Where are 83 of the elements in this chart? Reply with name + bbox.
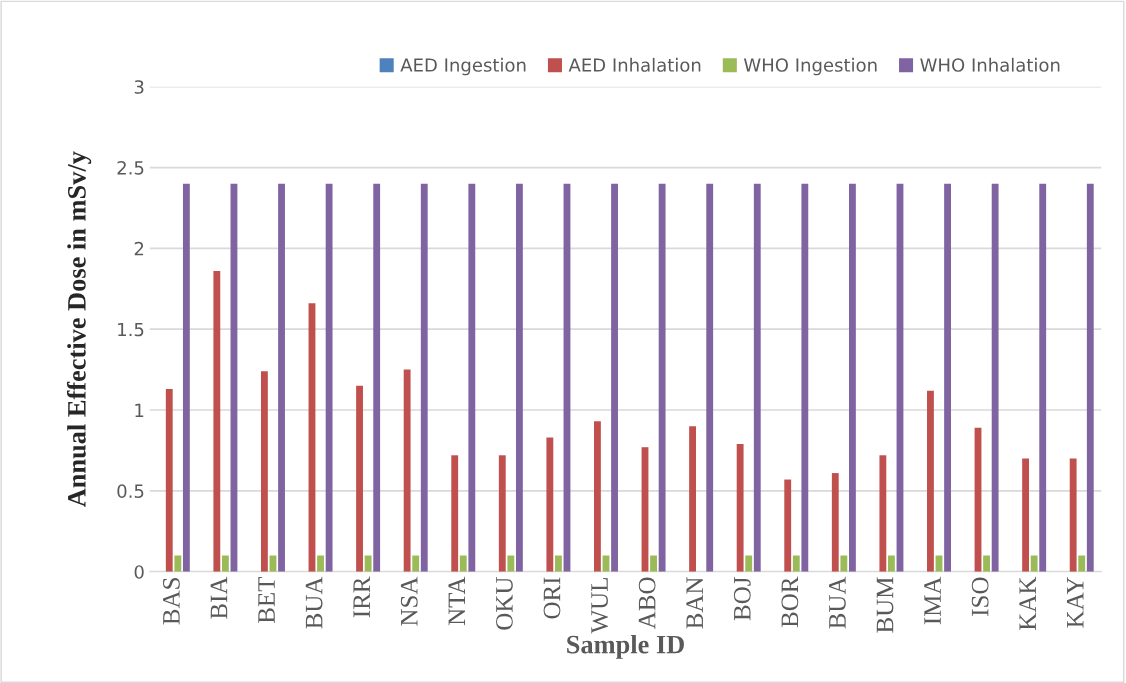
x-axis-title: Sample ID (567, 634, 684, 659)
bar (403, 369, 411, 572)
y-tick-label: 2 (134, 241, 144, 256)
x-tick-label: BAS (163, 578, 180, 625)
bar (459, 555, 467, 572)
x-tick-label: KAY (1066, 577, 1084, 628)
bar (498, 455, 506, 572)
bar (507, 555, 515, 572)
x-tick-label: BUA (829, 576, 846, 629)
bar (1078, 555, 1086, 572)
x-tick-label: KAK (1019, 576, 1036, 630)
bar (888, 555, 895, 572)
bar (373, 183, 381, 572)
bar (1086, 183, 1094, 572)
bar (165, 389, 173, 572)
bar (753, 183, 761, 572)
bar (364, 555, 372, 572)
x-tick-label: IRR (353, 576, 370, 618)
bar (451, 455, 459, 572)
bar (213, 271, 221, 572)
legend-label: AED Ingestion (400, 57, 526, 76)
x-tick-label: BOR (781, 576, 799, 628)
bar (944, 183, 951, 572)
bar (221, 555, 229, 572)
legend-label: WHO Ingestion (743, 57, 877, 76)
x-tick-label: BET (258, 576, 275, 624)
bar (792, 555, 800, 572)
y-tick-label: 0.5 (117, 484, 144, 498)
bar (1039, 183, 1047, 572)
y-tick-label: 1 (135, 403, 144, 417)
bar (650, 555, 657, 572)
bar (278, 183, 285, 572)
bar (260, 371, 268, 572)
y-tick-label: 3 (134, 80, 144, 94)
y-tick-label: 0 (134, 565, 144, 579)
x-tick-label: BUM (876, 577, 894, 633)
x-tick-label: BUA (305, 576, 323, 629)
legend-label: AED Inhalation (568, 57, 701, 72)
bar (515, 183, 523, 572)
bar (848, 183, 856, 572)
x-tick-label: ABO (638, 577, 656, 630)
bar (736, 443, 744, 572)
bar (412, 555, 420, 572)
x-tick-label: BAN (686, 577, 703, 629)
x-tick-label: BOJ (733, 577, 751, 621)
x-tick-label: NSA (400, 576, 418, 626)
bar (879, 455, 887, 572)
bar (546, 437, 554, 572)
bar (611, 183, 618, 572)
x-tick-label: OKU (496, 577, 513, 630)
bar (356, 385, 363, 572)
y-tick-label: 2.5 (117, 161, 144, 175)
bar (658, 183, 666, 572)
bar (325, 183, 333, 572)
bar (317, 555, 324, 572)
bar (706, 183, 714, 572)
x-tick-label: ORI (543, 577, 561, 619)
bar (831, 473, 839, 572)
bar (468, 183, 476, 572)
legend-label: WHO Inhalation (920, 57, 1060, 72)
bar (927, 390, 934, 572)
bar (594, 421, 601, 572)
bar (1022, 458, 1030, 572)
y-axis-title: Annual Effective Dose in mSv/y (66, 151, 92, 508)
x-tick-label: NTA (448, 576, 465, 626)
bar (182, 183, 190, 572)
bar (174, 555, 182, 572)
x-tick-label: IMA (924, 576, 941, 625)
x-tick-label: BIA (210, 576, 228, 619)
bar (840, 555, 848, 572)
bar (1030, 555, 1038, 572)
bar (420, 183, 428, 572)
bar (983, 555, 990, 572)
x-tick-label: WUL (591, 578, 609, 634)
bar (991, 183, 999, 572)
x-tick-label: ISO (971, 577, 989, 616)
bar (689, 426, 696, 572)
bar (801, 183, 809, 572)
bar (745, 555, 753, 572)
bar (784, 479, 792, 572)
bar (554, 555, 562, 572)
y-tick-label: 1.5 (118, 322, 144, 337)
bar (1069, 458, 1077, 572)
